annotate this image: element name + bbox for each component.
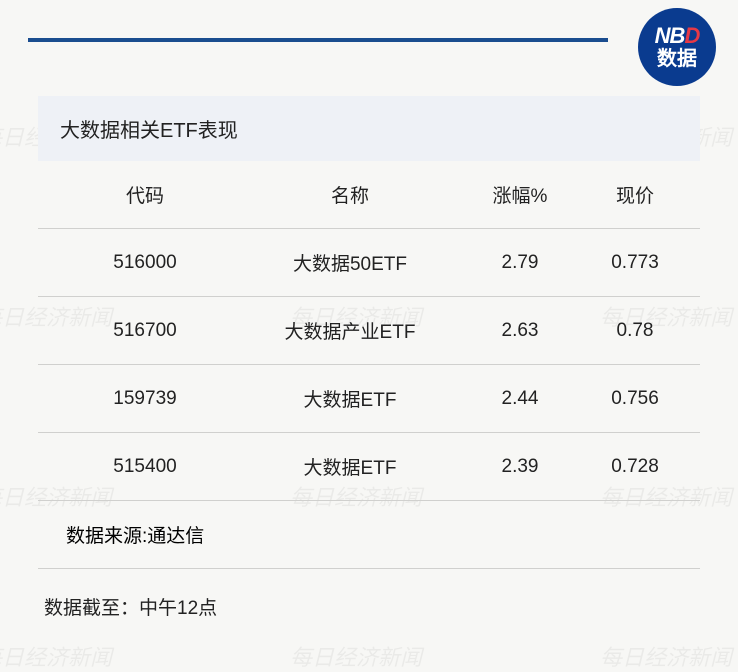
col-header-name: 名称: [240, 181, 460, 208]
cell-price: 0.773: [580, 252, 690, 274]
badge-sub-text: 数据: [657, 48, 697, 70]
cell-price: 0.756: [580, 388, 690, 410]
watermark-text: 每日经济新闻: [600, 640, 732, 672]
cell-code: 515400: [50, 456, 240, 478]
data-source: 数据来源:通达信: [38, 501, 700, 569]
cell-name: 大数据50ETF: [240, 249, 460, 276]
data-footnote: 数据截至：中午12点: [38, 569, 700, 620]
cell-name: 大数据ETF: [240, 453, 460, 480]
table-row: 515400大数据ETF2.390.728: [38, 433, 700, 501]
col-header-pct: 涨幅%: [460, 181, 580, 208]
header-divider: [28, 38, 608, 42]
cell-pct: 2.63: [460, 320, 580, 342]
cell-pct: 2.44: [460, 388, 580, 410]
cell-code: 516000: [50, 252, 240, 274]
watermark-text: 每日经济新闻: [0, 640, 112, 672]
table-row: 516000大数据50ETF2.790.773: [38, 229, 700, 297]
table-title: 大数据相关ETF表现: [38, 96, 700, 161]
badge-top-text: NBD: [655, 24, 700, 48]
cell-name: 大数据产业ETF: [240, 317, 460, 344]
cell-pct: 2.39: [460, 456, 580, 478]
cell-code: 159739: [50, 388, 240, 410]
col-header-code: 代码: [50, 181, 240, 208]
cell-name: 大数据ETF: [240, 385, 460, 412]
table-row: 516700大数据产业ETF2.630.78: [38, 297, 700, 365]
col-header-price: 现价: [580, 181, 690, 208]
watermark-text: 每日经济新闻: [290, 640, 422, 672]
table-header: 代码 名称 涨幅% 现价: [38, 161, 700, 229]
etf-table: 大数据相关ETF表现 代码 名称 涨幅% 现价 516000大数据50ETF2.…: [38, 96, 700, 620]
cell-code: 516700: [50, 320, 240, 342]
nbd-logo-badge: NBD 数据: [638, 8, 716, 86]
cell-price: 0.728: [580, 456, 690, 478]
cell-price: 0.78: [580, 320, 690, 342]
cell-pct: 2.79: [460, 252, 580, 274]
table-row: 159739大数据ETF2.440.756: [38, 365, 700, 433]
